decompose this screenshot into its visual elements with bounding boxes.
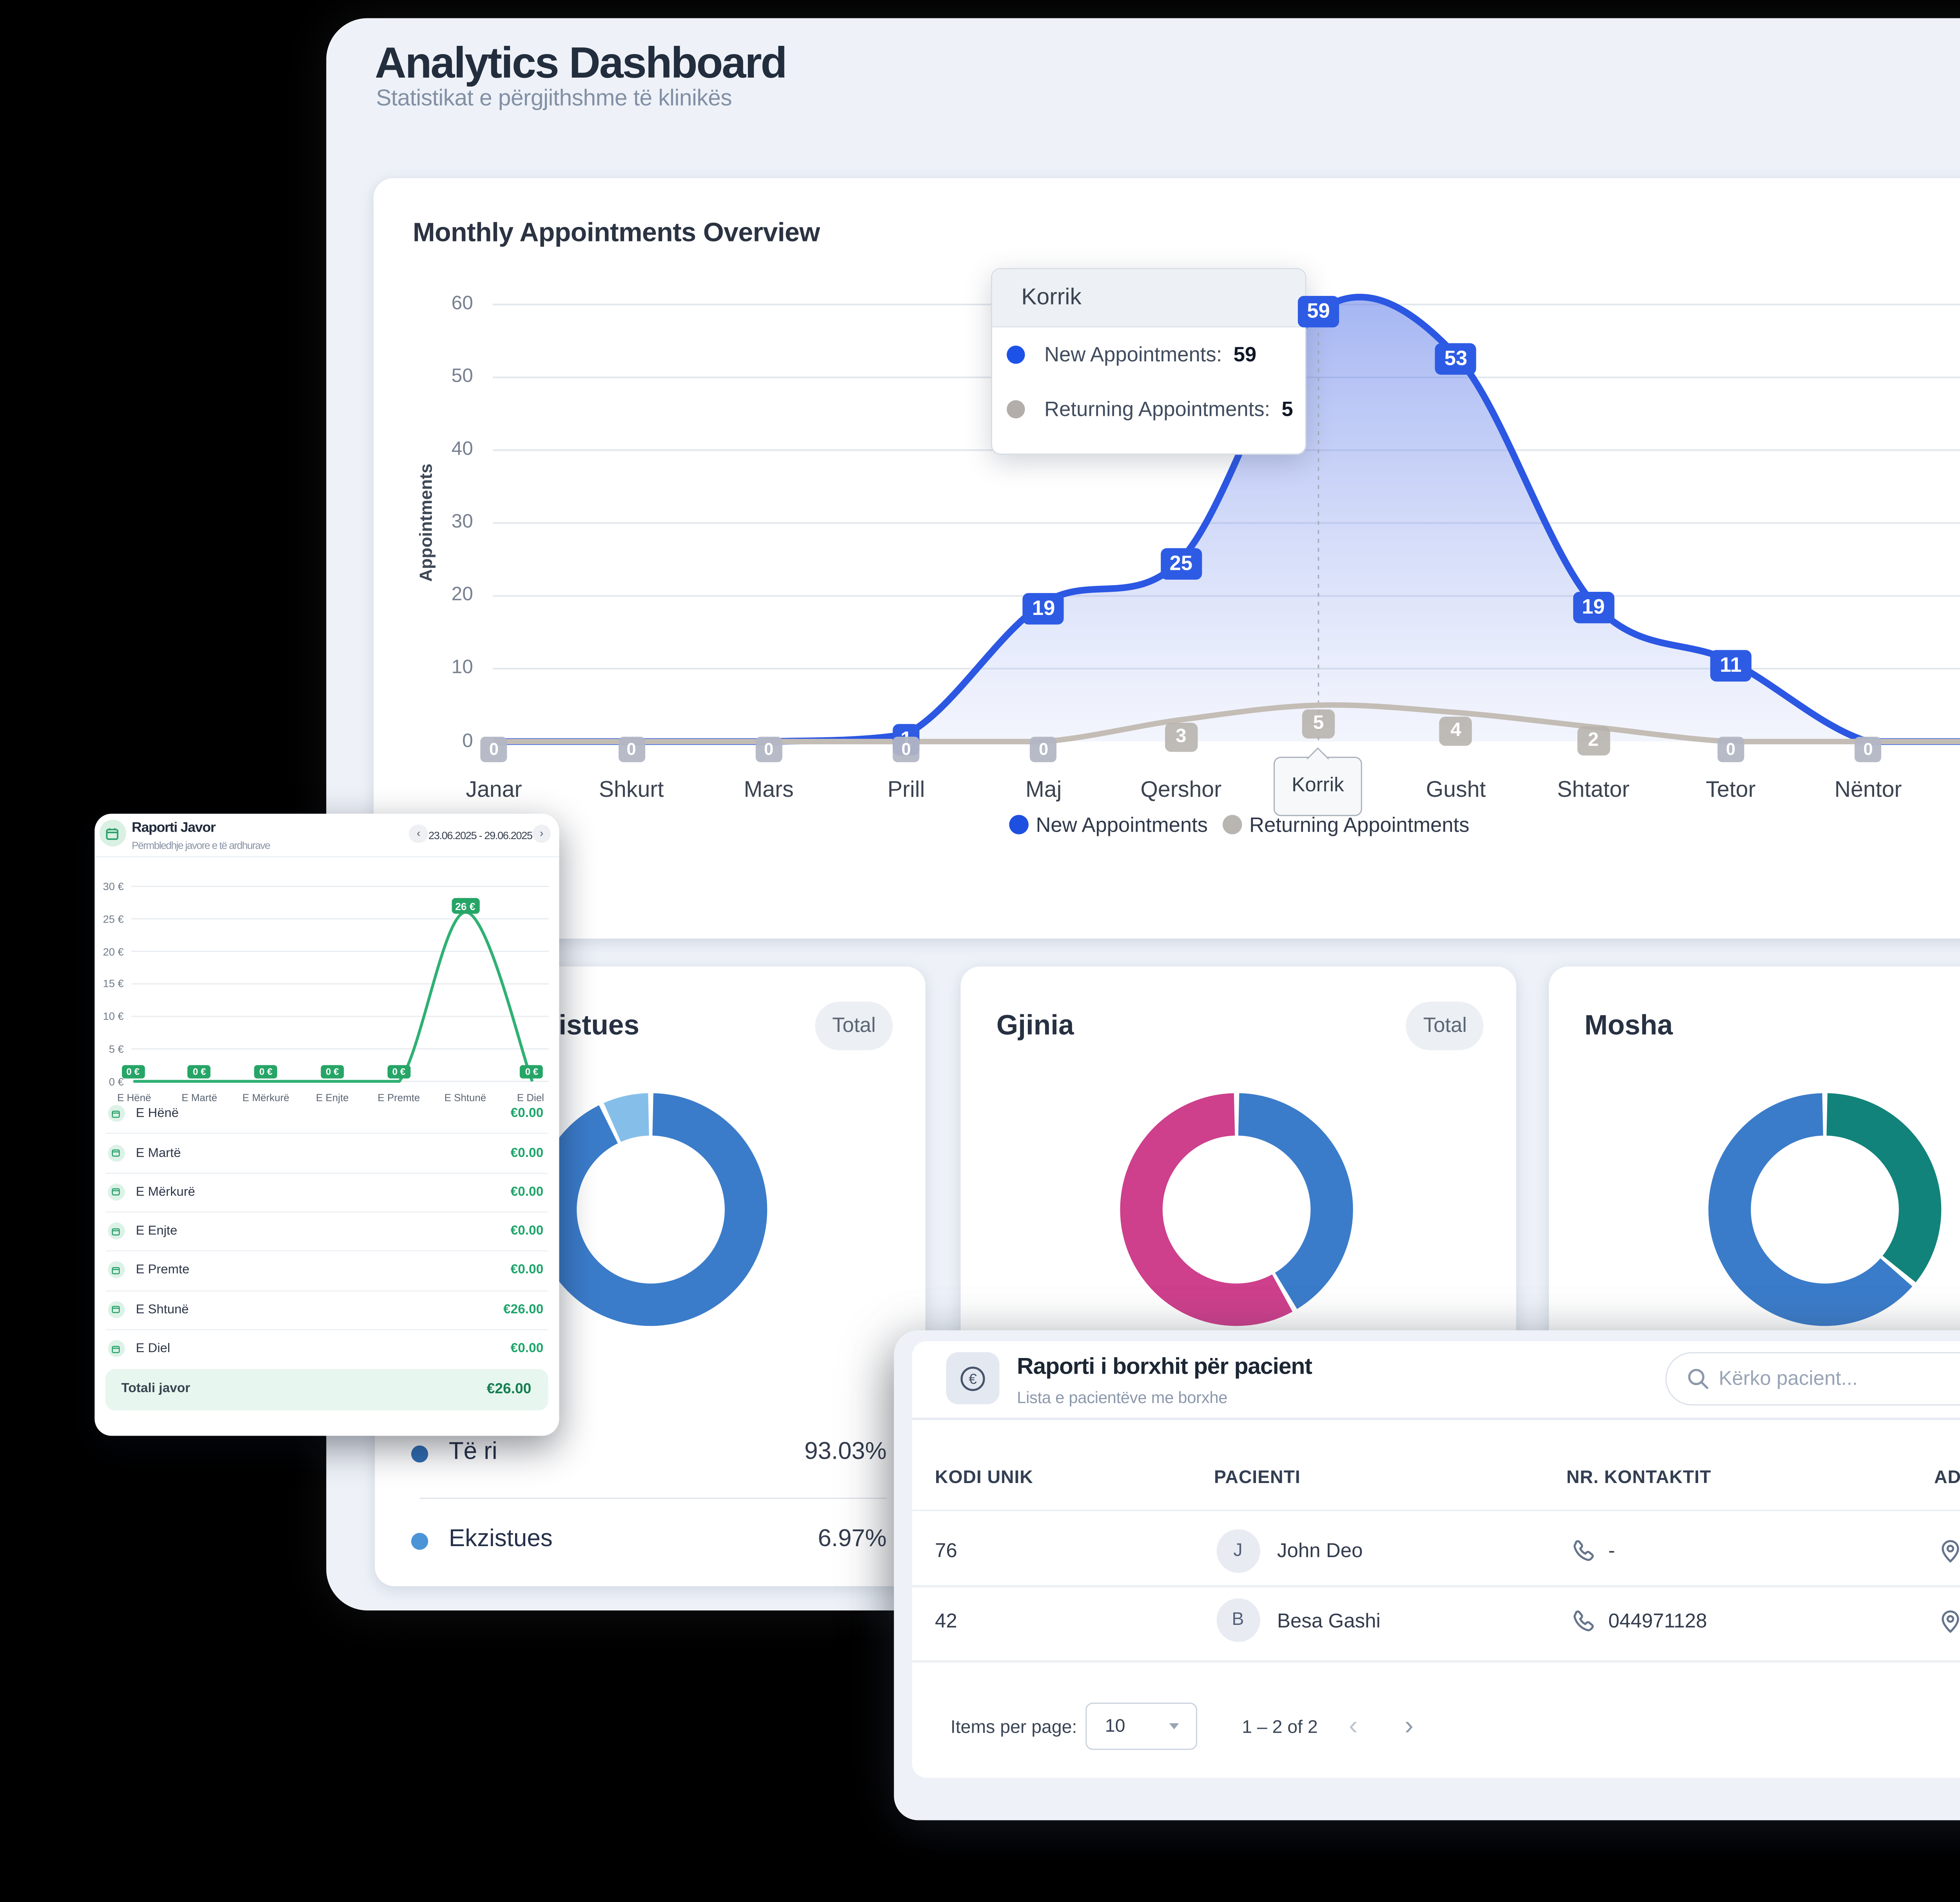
svg-text:€: € xyxy=(968,1371,976,1387)
